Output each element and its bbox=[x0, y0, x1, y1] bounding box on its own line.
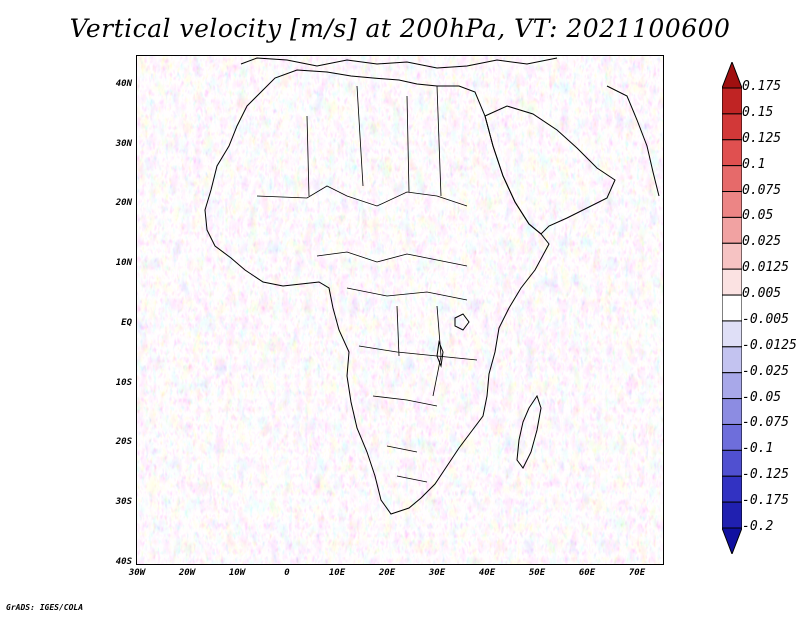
lon-tick-label: 50E bbox=[528, 568, 546, 578]
lat-tick-label: 10N bbox=[115, 258, 132, 268]
colorbar-label: 0.005 bbox=[742, 286, 782, 302]
colorbar-bin bbox=[722, 423, 742, 451]
arabia-coastline bbox=[484, 105, 616, 235]
footer-credit: GrADS: IGES/COLA bbox=[6, 603, 84, 612]
africa-coastline bbox=[204, 69, 550, 515]
colorbar-bin bbox=[722, 320, 742, 348]
lon-tick-label: 20E bbox=[378, 568, 396, 578]
colorbar-bin bbox=[722, 449, 742, 477]
colorbar-bin bbox=[722, 372, 742, 400]
vertical-velocity-field bbox=[137, 56, 663, 564]
colorbar-bin bbox=[722, 398, 742, 425]
lat-tick-label: 40N bbox=[115, 79, 132, 89]
colorbar-bin bbox=[722, 242, 742, 270]
lat-tick-label: 30N bbox=[115, 139, 132, 149]
colorbar-label: 0.05 bbox=[742, 208, 774, 224]
colorbar-bin bbox=[722, 165, 742, 193]
colorbar-label: -0.2 bbox=[742, 519, 774, 534]
colorbar-bin bbox=[722, 139, 742, 167]
colorbar-bin bbox=[722, 501, 742, 529]
lake-tanganyika bbox=[436, 340, 444, 368]
lon-tick-label: 10E bbox=[328, 568, 346, 578]
country-borders bbox=[256, 85, 478, 483]
colorbar-label: -0.125 bbox=[742, 467, 789, 483]
lon-tick-label: 10W bbox=[228, 568, 246, 578]
plot-title: Vertical velocity [m/s] at 200hPa, VT: 2… bbox=[69, 14, 731, 43]
colorbar-bin bbox=[722, 87, 742, 115]
colorbar-label: -0.075 bbox=[742, 415, 789, 431]
colorbar-label: 0.1 bbox=[742, 156, 766, 172]
colorbar-label: 0.025 bbox=[742, 234, 782, 250]
colorbar-label: -0.175 bbox=[742, 493, 789, 509]
field-fine-texture bbox=[137, 56, 663, 564]
lat-tick-label: 20S bbox=[115, 437, 132, 447]
colorbar-bin bbox=[722, 475, 742, 503]
lon-tick-label: 0 bbox=[284, 568, 290, 578]
colorbar-bin bbox=[722, 346, 742, 374]
lon-tick-label: 20W bbox=[178, 568, 196, 578]
colorbar-label: 0.125 bbox=[742, 130, 782, 146]
colorbar-bottom-arrow bbox=[722, 527, 742, 554]
colorbar-bin bbox=[722, 294, 742, 322]
colorbar-label: -0.0125 bbox=[742, 337, 797, 353]
colorbar bbox=[722, 62, 742, 554]
lat-tick-label: EQ bbox=[121, 318, 132, 328]
lake-victoria bbox=[454, 313, 470, 331]
india-coastline bbox=[606, 85, 660, 197]
colorbar-label: 0.0125 bbox=[742, 260, 789, 276]
colorbar-label: 0.075 bbox=[742, 182, 782, 198]
lon-tick-label: 60E bbox=[578, 568, 596, 578]
lat-tick-label: 30S bbox=[115, 497, 132, 507]
lat-tick-label: 10S bbox=[115, 378, 132, 388]
lon-tick-label: 70E bbox=[628, 568, 646, 578]
colorbar-bin bbox=[722, 268, 742, 296]
colorbar-top-arrow bbox=[722, 62, 742, 89]
madagascar-coastline bbox=[516, 394, 542, 469]
colorbar-label: -0.1 bbox=[742, 441, 774, 457]
lon-tick-label: 30E bbox=[428, 568, 446, 578]
lat-tick-label: 20N bbox=[115, 198, 132, 208]
colorbar-label: 0.15 bbox=[742, 104, 774, 120]
colorbar-label: 0.175 bbox=[742, 79, 782, 94]
colorbar-label: -0.005 bbox=[742, 311, 789, 327]
lon-tick-label: 30W bbox=[128, 568, 146, 578]
colorbar-label: -0.025 bbox=[742, 363, 789, 379]
colorbar-bin bbox=[722, 216, 742, 244]
colorbar-bin bbox=[722, 191, 742, 218]
colorbar-bin bbox=[722, 113, 742, 141]
europe-coastline bbox=[240, 57, 558, 69]
lat-tick-label: 40S bbox=[115, 557, 132, 567]
coastlines bbox=[204, 57, 660, 515]
map-panel bbox=[136, 55, 664, 565]
lon-tick-label: 40E bbox=[478, 568, 496, 578]
colorbar-label: -0.05 bbox=[742, 389, 782, 405]
